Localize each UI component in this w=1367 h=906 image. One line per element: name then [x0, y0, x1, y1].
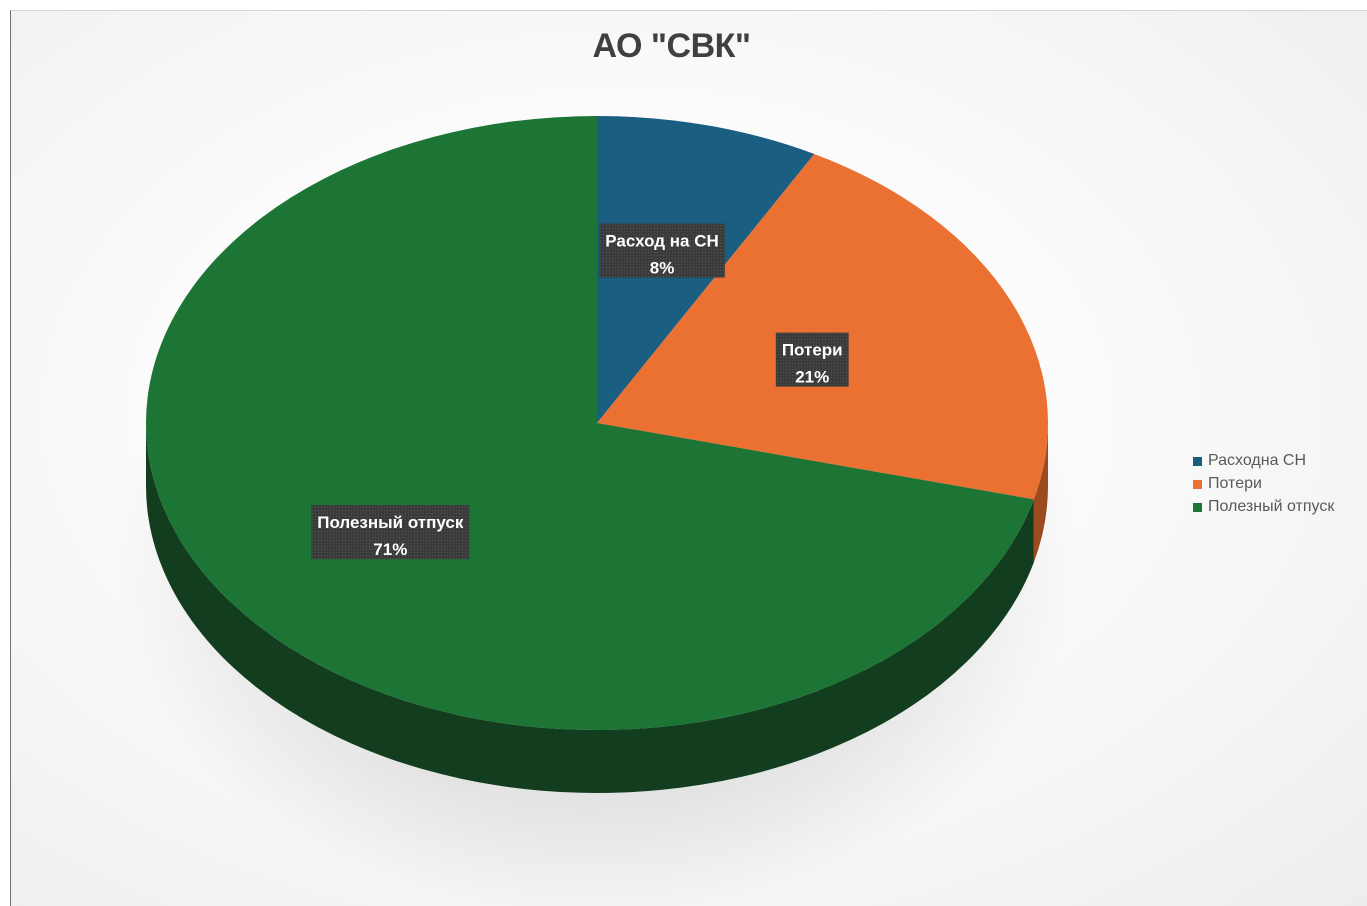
legend-label-1: Расходна СН	[1208, 452, 1307, 469]
data-label-1: Расход на СН 8%	[599, 223, 725, 278]
data-label-name-3: Полезный отпуск	[317, 513, 464, 532]
data-label-name-1: Расход на СН	[605, 232, 719, 251]
legend-item-3: Полезный отпуск	[1193, 496, 1334, 518]
legend-swatch-1	[1193, 456, 1202, 466]
data-label-value-1: 8%	[650, 259, 675, 278]
chart-title: АО "СВК"	[592, 27, 751, 65]
data-label-name-2: Потери	[782, 341, 843, 360]
pie-side-3	[146, 423, 1034, 794]
data-label-3: Полезный отпуск 71%	[311, 505, 470, 560]
data-label-box-2	[775, 332, 849, 387]
data-label-value-2: 21%	[795, 368, 829, 387]
legend: Расходна СН Потери Полезный отпуск	[1193, 450, 1334, 519]
legend-item-1: Расходна СН	[1193, 450, 1334, 472]
legend-label-2: Потери	[1208, 475, 1262, 492]
data-label-value-3: 71%	[373, 540, 407, 559]
data-label-2: Потери 21%	[775, 332, 849, 387]
legend-label-3: Полезный отпуск	[1208, 498, 1335, 515]
pie-slice-2	[597, 153, 1049, 500]
legend-swatch-2	[1193, 479, 1202, 489]
pie-side-2	[1033, 423, 1048, 563]
legend-item-2: Потери	[1193, 473, 1334, 495]
data-label-box-1	[599, 223, 725, 278]
legend-swatch-3	[1193, 502, 1202, 512]
pie-slice-3	[146, 116, 1034, 730]
data-label-box-3	[311, 505, 470, 560]
